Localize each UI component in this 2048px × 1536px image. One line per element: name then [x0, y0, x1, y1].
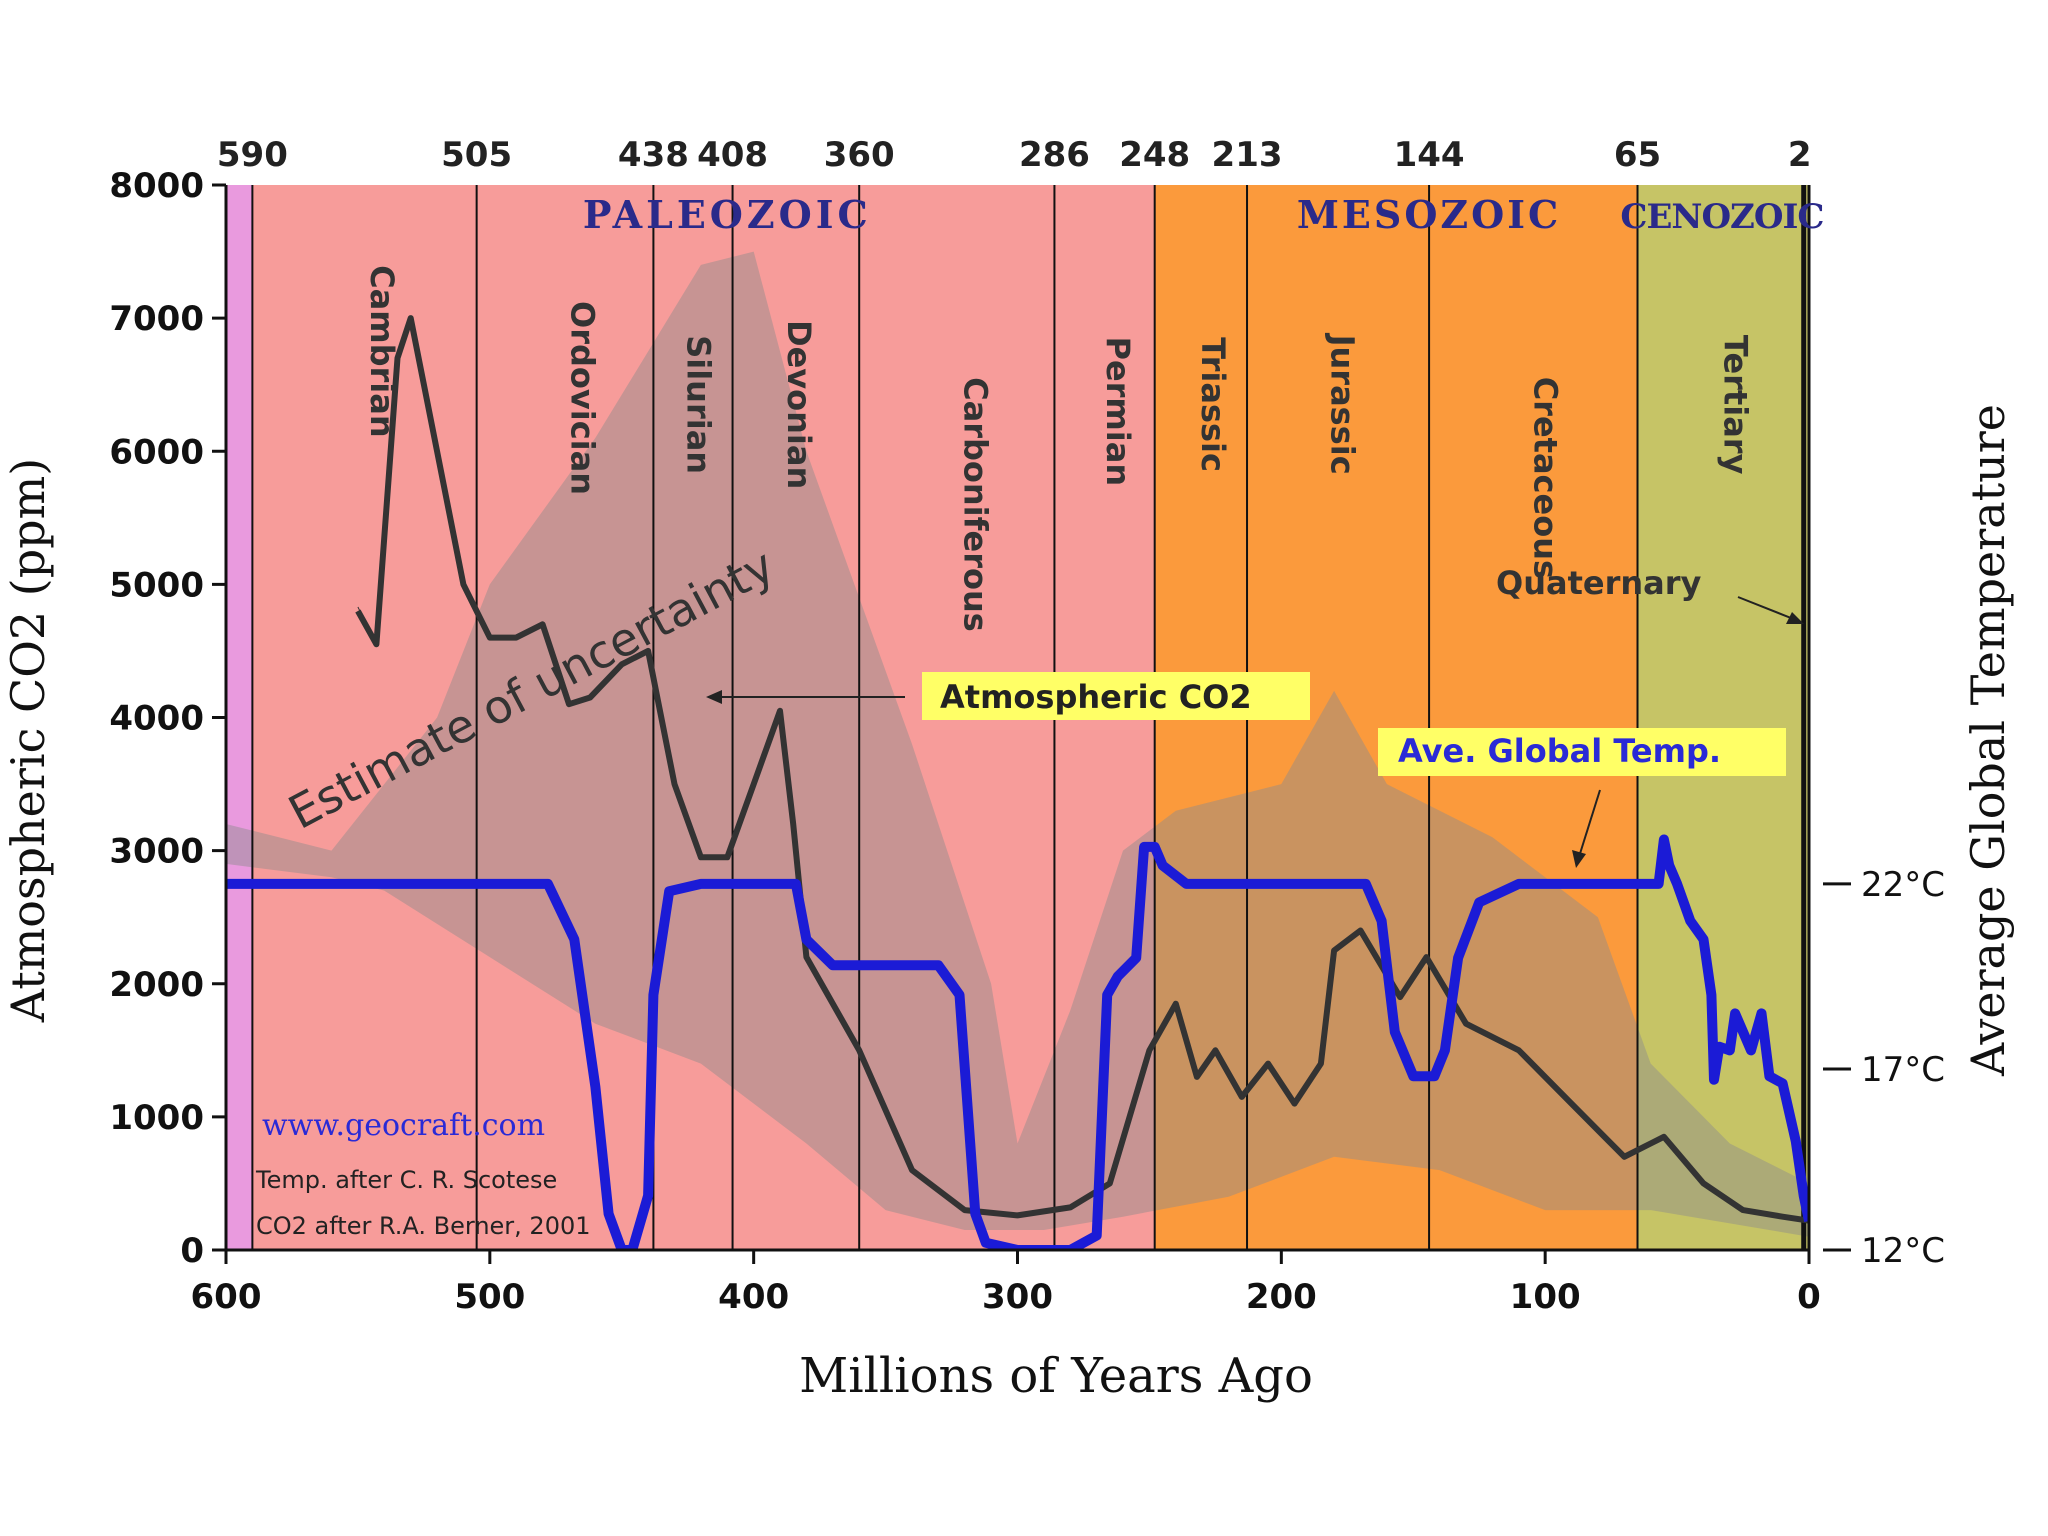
period-label: Cretaceous [1527, 377, 1565, 579]
period-label: Tertiary [1717, 335, 1755, 475]
y-tick-label: 0 [180, 1231, 204, 1271]
temp-callout-box [1378, 728, 1786, 776]
uncertainty-band [226, 251, 1809, 1237]
x-tick-label: 200 [1246, 1277, 1317, 1317]
era-label-paleozoic: PALEOZOIC [583, 192, 872, 237]
quaternary-label: Quaternary [1496, 564, 1702, 602]
y2-axis-title: Average Global Temperature [1961, 404, 2015, 1077]
co2-line-tail [357, 606, 377, 645]
co2-series-line [355, 315, 1809, 1224]
y2-tick-label: 22°C [1861, 865, 1945, 905]
boundary-label: 213 [1212, 135, 1283, 175]
x-tick-label: 500 [454, 1277, 525, 1317]
boundary-label: 144 [1394, 135, 1465, 175]
pre-cambrian-region [226, 185, 253, 1250]
boundary-label: 590 [217, 135, 288, 175]
era-label-mesozoic: MESOZOIC [1297, 192, 1561, 237]
x-tick-label: 600 [191, 1277, 262, 1317]
co2-callout-label: Atmospheric CO2 [940, 678, 1252, 716]
y-tick-label: 7000 [109, 299, 204, 339]
credit-site: www.geocraft.com [262, 1108, 545, 1143]
era-region-cenozoic [1637, 185, 1809, 1250]
y-tick-label: 3000 [109, 832, 204, 872]
y-tick-label: 6000 [109, 432, 204, 472]
period-label: Triassic [1194, 337, 1232, 472]
y-tick-label: 1000 [109, 1098, 204, 1138]
temp-arrowhead-icon [1572, 850, 1586, 868]
x-tick-label: 400 [718, 1277, 789, 1317]
boundary-label: 360 [824, 135, 895, 175]
boundary-label: 65 [1614, 135, 1661, 175]
period-label: Ordovician [564, 301, 602, 495]
x-axis-title: Millions of Years Ago [799, 1348, 1313, 1404]
era-label-cenozoic: CENOZOIC [1620, 197, 1823, 237]
y2-tick-label: 17°C [1861, 1050, 1945, 1090]
quaternary-arrowhead-icon [1786, 612, 1804, 624]
credit-temp: Temp. after C. R. Scotese [255, 1166, 557, 1194]
period-label: Silurian [680, 335, 718, 474]
y-tick-label: 8000 [109, 166, 204, 206]
x-tick-label: 0 [1797, 1277, 1821, 1317]
boundary-label: 2 [1788, 135, 1812, 175]
period-label: Jurassic [1323, 333, 1361, 475]
period-label: Carboniferous [957, 377, 995, 632]
temp-callout-arrow [1577, 789, 1601, 861]
boundary-label: 248 [1119, 135, 1190, 175]
temp-callout-label: Ave. Global Temp. [1398, 732, 1721, 770]
period-label: Permian [1099, 337, 1137, 487]
y2-tick-label: 12°C [1861, 1231, 1945, 1271]
co2-callout-box [922, 672, 1310, 720]
boundary-label: 286 [1019, 135, 1090, 175]
quaternary-arrow [1737, 596, 1797, 621]
x-tick-label: 100 [1510, 1277, 1581, 1317]
boundary-label: 438 [618, 135, 689, 175]
y-tick-label: 2000 [109, 965, 204, 1005]
credit-co2: CO2 after R.A. Berner, 2001 [256, 1212, 591, 1240]
boundary-label: 408 [697, 135, 768, 175]
x-tick-label: 300 [982, 1277, 1053, 1317]
y-axis-title: Atmospheric CO2 (ppm) [1, 458, 55, 1023]
temperature-series-line [226, 834, 1809, 1250]
boundary-label: 505 [441, 135, 512, 175]
period-label: Devonian [780, 320, 818, 489]
co2-arrowhead-icon [706, 690, 722, 704]
y-tick-label: 5000 [109, 565, 204, 605]
y-tick-label: 4000 [109, 699, 204, 739]
